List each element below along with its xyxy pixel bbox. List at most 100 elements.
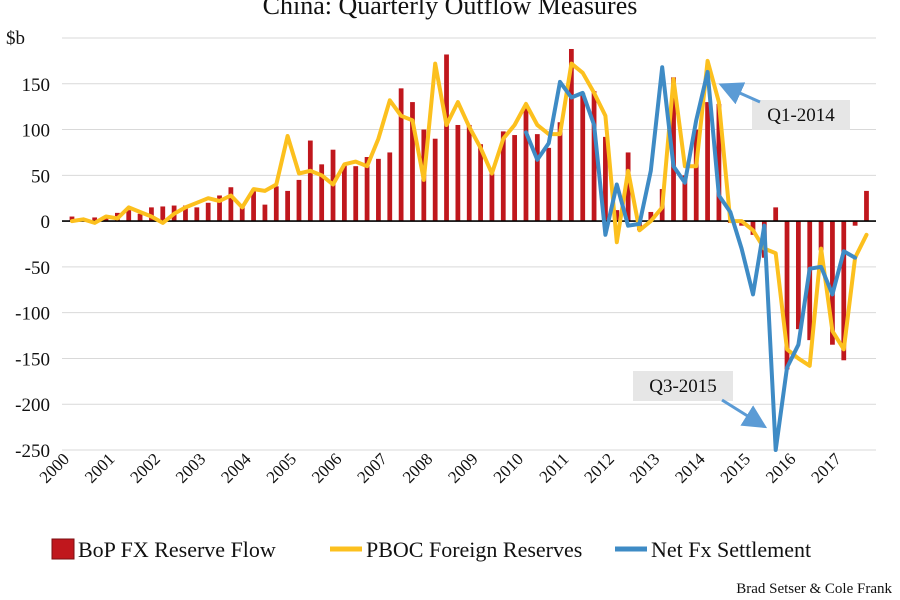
- bop-bar: [500, 131, 506, 222]
- chart-title: China: Quarterly Outflow Measures: [263, 0, 638, 20]
- bop-bar: [376, 158, 381, 222]
- credit-text: Brad Setser & Cole Frank: [736, 581, 892, 597]
- x-tick-label: 2017: [807, 449, 845, 487]
- bop-bar: [137, 213, 143, 222]
- bop-bar: [262, 204, 268, 222]
- bop-bar: [523, 106, 529, 222]
- bop-bar: [852, 221, 858, 226]
- y-tick-label: -50: [25, 258, 50, 279]
- bop-bar: [682, 175, 688, 222]
- x-tick-label: 2008: [399, 449, 436, 486]
- bop-bar: [398, 88, 404, 222]
- bop-bar: [773, 207, 779, 222]
- bop-bar: [307, 140, 313, 222]
- bop-bar: [149, 207, 154, 222]
- bop-bar: [160, 206, 166, 222]
- legend: BoP FX Reserve Flow PBOC Foreign Reserves…: [51, 537, 811, 562]
- x-tick-label: 2007: [353, 449, 391, 487]
- x-tick-label: 2005: [263, 449, 300, 486]
- bop-bar: [489, 173, 495, 222]
- bop-bar: [205, 202, 211, 222]
- bop-bar: [512, 135, 518, 222]
- bop-bar: [239, 206, 245, 222]
- legend-swatch-bop: [51, 538, 75, 560]
- bop-bar: [273, 186, 279, 222]
- x-tick-label: 2001: [81, 449, 118, 486]
- series-lines: [70, 58, 869, 452]
- bop-bar: [319, 164, 325, 222]
- x-tick-label: 2010: [490, 449, 527, 486]
- y-tick-label: 100: [22, 121, 51, 142]
- bop-bar: [183, 205, 188, 222]
- y-tick-label: -100: [15, 304, 50, 325]
- bop-bar: [466, 124, 472, 222]
- y-tick-label: -200: [15, 395, 50, 416]
- annotations: Q1-2014 Q3-2015: [633, 82, 850, 429]
- bop-bar: [693, 129, 699, 222]
- bop-bar: [625, 152, 631, 222]
- bop-bar: [194, 207, 200, 222]
- annotation-arrow: [721, 398, 768, 429]
- x-axis-ticks: 2000 2001 2002 2003 2004 2005 2006 2007 2008 2009…: [36, 449, 846, 487]
- annotation-box: [633, 371, 733, 401]
- bop-bar: [341, 164, 347, 222]
- bop-bar: [353, 166, 359, 222]
- bop-bar: [228, 187, 234, 222]
- bop-bars: [69, 48, 869, 370]
- y-tick-label: 0: [41, 212, 51, 233]
- bop-bar: [557, 122, 563, 222]
- x-tick-label: 2002: [126, 449, 163, 486]
- annotation-arrow: [718, 82, 761, 105]
- x-tick-label: 2011: [535, 449, 572, 486]
- x-tick-label: 2003: [172, 449, 209, 486]
- legend-label: Net Fx Settlement: [651, 537, 811, 562]
- bop-bar: [841, 221, 847, 361]
- bop-bar: [830, 221, 835, 345]
- bop-bar: [603, 136, 608, 222]
- annotation-label: Q3-2015: [649, 376, 717, 397]
- y-axis-label: $b: [6, 28, 25, 49]
- legend-label: BoP FX Reserve Flow: [78, 537, 276, 562]
- bop-bar: [285, 190, 291, 222]
- bop-bar: [103, 216, 109, 222]
- y-axis-ticks: -250 -200 -150 -100 -50 0 50 100 150: [15, 75, 50, 462]
- bop-bar: [614, 210, 620, 222]
- x-tick-label: 2015: [717, 449, 754, 486]
- bop-bar: [818, 221, 824, 251]
- bop-bar: [568, 48, 574, 222]
- bop-bar: [444, 54, 449, 222]
- bop-bar: [716, 103, 722, 222]
- bop-bar: [455, 124, 461, 222]
- bop-bar: [784, 221, 790, 370]
- bop-bar: [705, 102, 710, 222]
- annotation-box: [752, 100, 850, 130]
- x-tick-label: 2016: [762, 449, 799, 486]
- bop-bar: [864, 190, 869, 222]
- bop-bar: [364, 157, 370, 222]
- x-tick-label: 2013: [626, 449, 663, 486]
- y-tick-label: -150: [15, 349, 50, 370]
- bop-bar: [69, 216, 75, 222]
- bop-bar: [534, 134, 540, 222]
- bop-bar: [387, 152, 393, 222]
- bop-bar: [410, 102, 415, 222]
- legend-label: PBOC Foreign Reserves: [366, 537, 582, 562]
- bop-bar: [92, 217, 98, 222]
- x-tick-label: 2012: [580, 449, 617, 486]
- bop-bar: [126, 210, 132, 222]
- bop-bar: [648, 211, 654, 222]
- y-tick-label: 50: [31, 166, 50, 187]
- netfx-line: [524, 65, 858, 452]
- x-tick-label: 2006: [308, 449, 345, 486]
- x-tick-label: 2014: [671, 449, 709, 487]
- y-tick-label: 150: [22, 75, 51, 96]
- bop-bar: [478, 144, 483, 222]
- x-tick-label: 2004: [217, 449, 255, 487]
- x-tick-label: 2009: [444, 449, 481, 486]
- bop-bar: [296, 179, 302, 222]
- bop-bar: [432, 138, 438, 222]
- bop-bar: [546, 147, 552, 222]
- bop-bar: [217, 195, 222, 222]
- annotation-label: Q1-2014: [767, 105, 835, 126]
